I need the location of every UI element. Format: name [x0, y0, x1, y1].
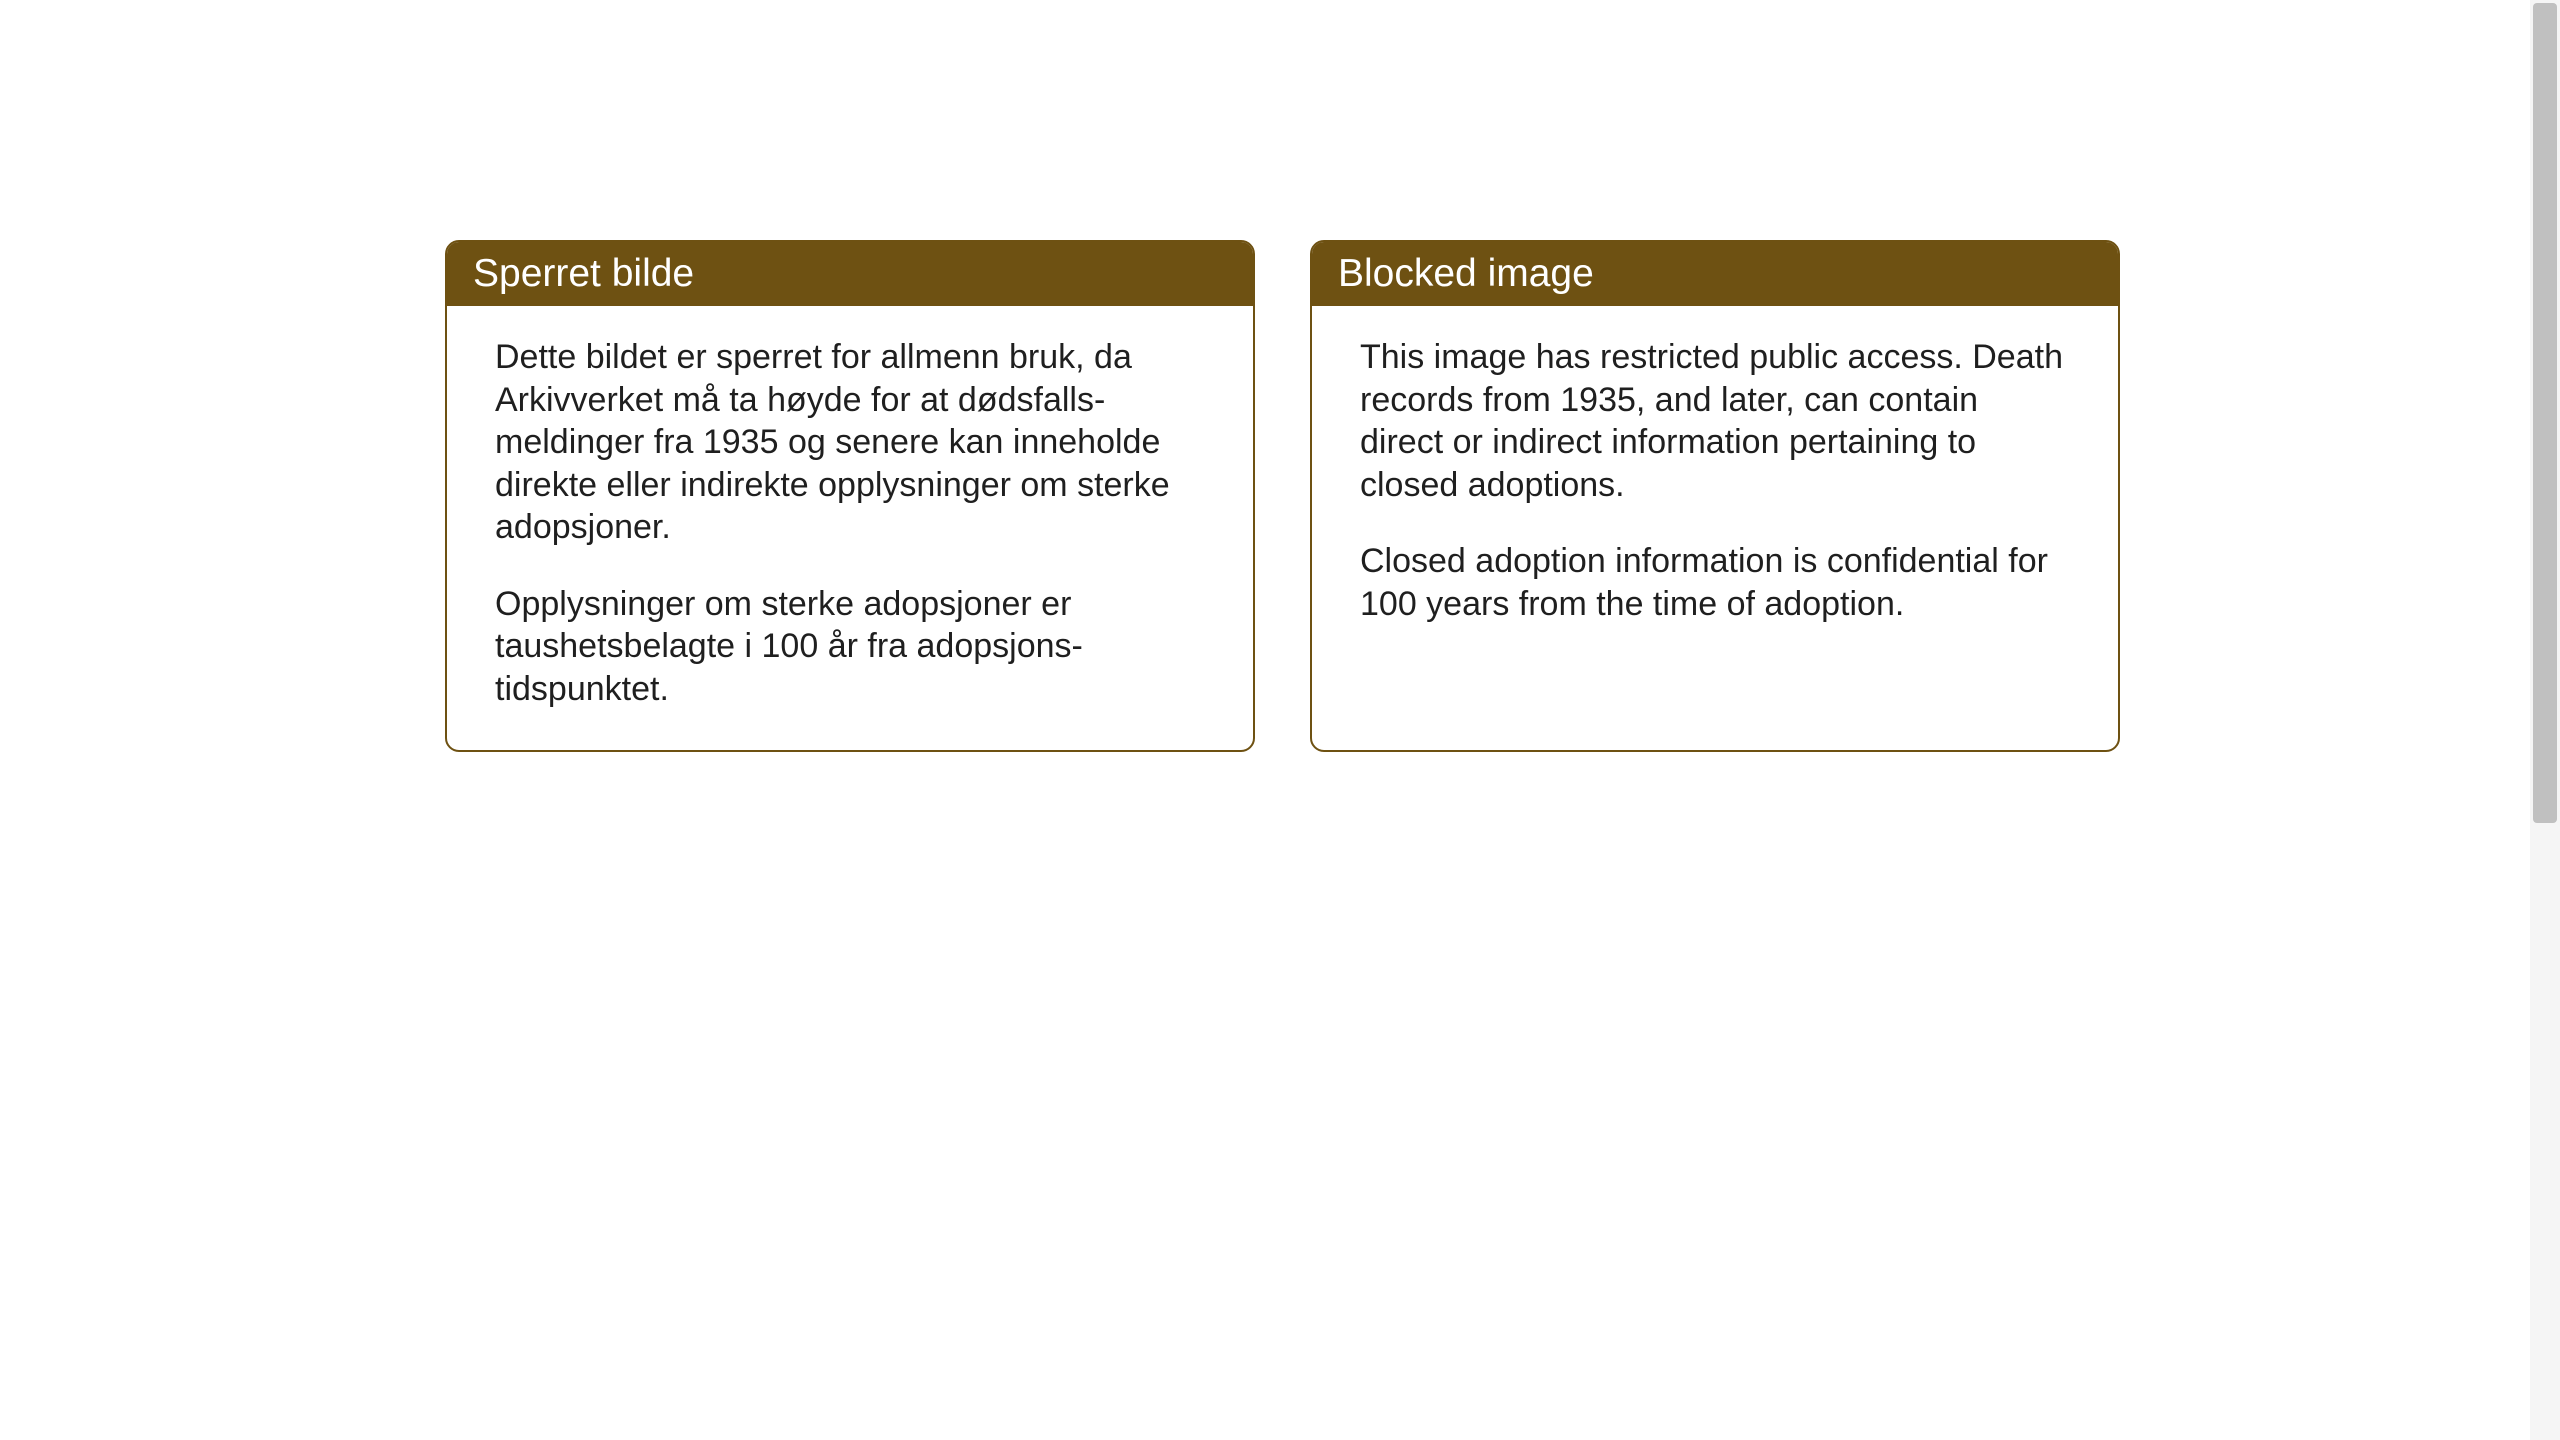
notice-header-norwegian: Sperret bilde — [447, 242, 1253, 306]
notice-paragraph: This image has restricted public access.… — [1360, 336, 2070, 506]
notice-body-norwegian: Dette bildet er sperret for allmenn bruk… — [447, 306, 1253, 750]
notice-header-english: Blocked image — [1312, 242, 2118, 306]
notice-container: Sperret bilde Dette bildet er sperret fo… — [445, 240, 2120, 752]
notice-body-english: This image has restricted public access.… — [1312, 306, 2118, 665]
notice-paragraph: Opplysninger om sterke adopsjoner er tau… — [495, 583, 1205, 711]
notice-paragraph: Closed adoption information is confident… — [1360, 540, 2070, 625]
notice-paragraph: Dette bildet er sperret for allmenn bruk… — [495, 336, 1205, 549]
scrollbar-track[interactable] — [2530, 0, 2560, 1440]
notice-box-norwegian: Sperret bilde Dette bildet er sperret fo… — [445, 240, 1255, 752]
notice-box-english: Blocked image This image has restricted … — [1310, 240, 2120, 752]
scrollbar-thumb[interactable] — [2533, 3, 2557, 823]
